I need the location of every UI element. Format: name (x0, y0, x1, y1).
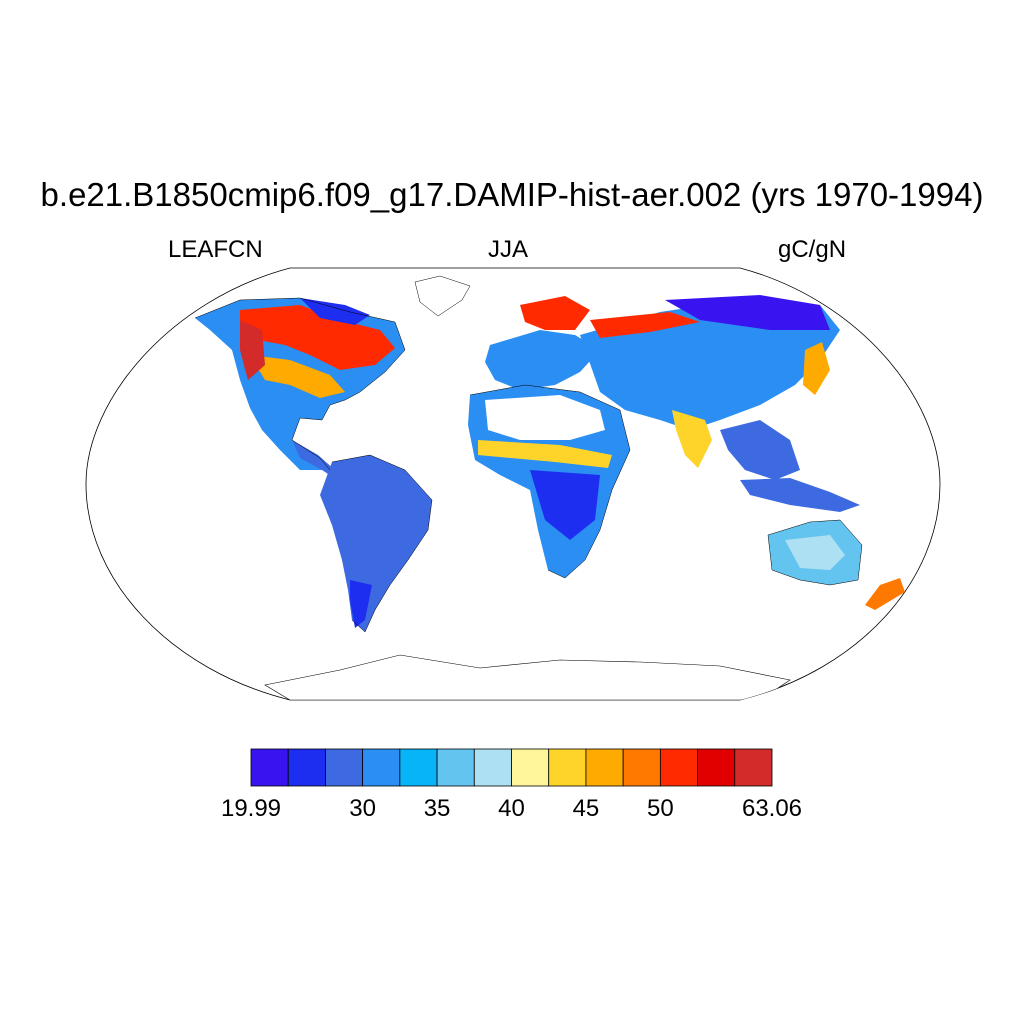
colorbar-label: 19.99 (220, 795, 282, 822)
colorbar-box-5 (436, 748, 475, 787)
south-america (320, 455, 432, 632)
colorbar-box-9 (585, 748, 624, 787)
asia-high-band (590, 312, 700, 338)
alaska-high (240, 320, 265, 380)
colorbar-label: 30 (349, 795, 376, 822)
sahel-band (478, 440, 612, 468)
colorbar-label: 45 (572, 795, 600, 822)
colorbar-box-12 (697, 748, 736, 787)
scandinavia-high (520, 296, 590, 330)
map-title: b.e21.B1850cmip6.f09_g17.DAMIP-hist-aer.… (40, 176, 984, 213)
colorbar-box-11 (659, 748, 698, 787)
indonesia (740, 478, 860, 512)
colorbar-label: 35 (423, 795, 451, 822)
season-label: JJA (488, 236, 529, 263)
colorbar-box-8 (548, 748, 587, 787)
colorbar-box-3 (362, 748, 401, 787)
india (672, 410, 712, 468)
colorbar (250, 748, 773, 787)
colorbar-box-1 (287, 748, 326, 787)
antarctica (264, 654, 791, 700)
southeast-asia (720, 420, 800, 480)
colorbar-box-0 (250, 748, 289, 787)
australia-inner (785, 535, 845, 570)
colorbar-box-2 (325, 748, 364, 787)
colorbar-box-13 (734, 748, 773, 787)
colorbar-label: 40 (498, 795, 525, 822)
colorbar-box-4 (399, 748, 438, 787)
variable-name: LEAFCN (168, 236, 263, 263)
japan (803, 342, 830, 395)
siberia-low (665, 295, 830, 330)
colorbar-label: 63.06 (741, 795, 803, 822)
sahara-blank (485, 395, 605, 440)
north-america-high (240, 305, 395, 370)
south-america-south (350, 580, 372, 628)
arctic-canada (300, 298, 370, 325)
central-africa (530, 470, 600, 540)
land-fields (195, 275, 905, 700)
colorbar-box-10 (622, 748, 661, 787)
units-label: gC/gN (778, 236, 847, 263)
colorbar-box-6 (473, 748, 512, 787)
coastlines (194, 297, 863, 633)
new-zealand (865, 578, 905, 610)
greenland (414, 275, 471, 317)
colorbar-label: 50 (646, 795, 674, 822)
colorbar-box-7 (511, 748, 550, 787)
europe (485, 330, 600, 390)
north-america-orange (250, 355, 345, 398)
